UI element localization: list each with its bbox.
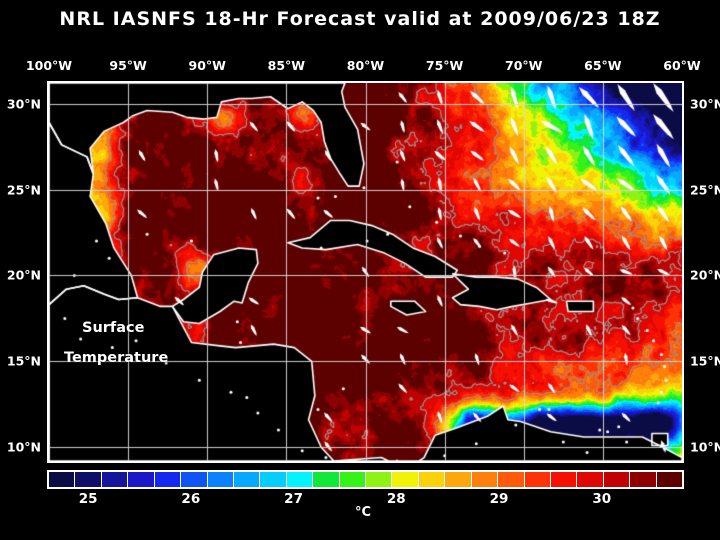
colorbar-cell-8: [260, 472, 287, 487]
lon-tick-5: 75°W: [425, 58, 464, 73]
lat-tick-right-0: 30°N: [690, 96, 720, 112]
map-plot-area: [47, 81, 684, 463]
colorbar-cell-4: [154, 472, 182, 487]
lat-tick-right-4: 10°N: [690, 439, 720, 455]
colorbar-cell-9: [286, 472, 314, 487]
lat-tick-right-1: 25°N: [690, 182, 720, 198]
colorbar-tick-30: 30: [592, 491, 612, 507]
colorbar-cell-15: [445, 472, 472, 487]
colorbar-cell-14: [418, 472, 446, 487]
colorbar-cell-11: [339, 472, 367, 487]
colorbar-cell-10: [313, 472, 340, 487]
colorbar-cell-22: [630, 472, 657, 487]
colorbar-cell-16: [471, 472, 499, 487]
colorbar-tick-25: 25: [78, 491, 98, 507]
colorbar-cell-19: [551, 472, 578, 487]
colorbar-cell-21: [603, 472, 631, 487]
colorbar-cell-7: [233, 472, 261, 487]
lat-tick-left-1: 25°N: [6, 182, 41, 198]
colorbar-cell-2: [101, 472, 129, 487]
lon-tick-2: 90°W: [188, 58, 226, 73]
colorbar-cell-12: [366, 472, 393, 487]
colorbar-cell-5: [181, 472, 208, 487]
colorbar-tick-27: 27: [284, 491, 303, 507]
lat-tick-left-4: 10°N: [6, 439, 41, 455]
colorbar-cell-13: [392, 472, 419, 487]
lon-tick-7: 65°W: [584, 58, 622, 73]
lon-tick-4: 80°W: [346, 58, 385, 73]
colorbar-cell-20: [577, 472, 604, 487]
lat-tick-left-0: 30°N: [6, 96, 41, 112]
colorbar-tick-26: 26: [181, 491, 201, 507]
colorbar-cell-17: [498, 472, 525, 487]
colorbar-cell-23: [656, 472, 683, 487]
colorbar-cell-1: [75, 472, 102, 487]
colorbar-cell-6: [207, 472, 234, 487]
lat-tick-right-3: 15°N: [690, 353, 720, 369]
lon-tick-8: 60°W: [663, 58, 701, 73]
colorbar-cell-18: [524, 472, 552, 487]
figure-title: NRL IASNFS 18-Hr Forecast valid at 2009/…: [59, 8, 661, 30]
lon-tick-6: 70°W: [505, 58, 543, 73]
colorbar-cell-0: [49, 472, 76, 487]
lon-tick-1: 95°W: [109, 58, 147, 73]
lat-tick-left-2: 20°N: [6, 267, 41, 283]
colorbar-cell-3: [128, 472, 155, 487]
lon-tick-0: 100°W: [25, 58, 73, 73]
temperature-colorbar: [47, 470, 684, 489]
lat-tick-right-2: 20°N: [690, 267, 720, 283]
colorbar-units-label: °C: [354, 505, 372, 520]
lat-tick-left-3: 15°N: [6, 353, 41, 369]
sst-heatmap-canvas: [49, 83, 682, 461]
colorbar-tick-28: 28: [386, 491, 406, 507]
lon-tick-3: 85°W: [267, 58, 306, 73]
colorbar-tick-29: 29: [489, 491, 509, 507]
